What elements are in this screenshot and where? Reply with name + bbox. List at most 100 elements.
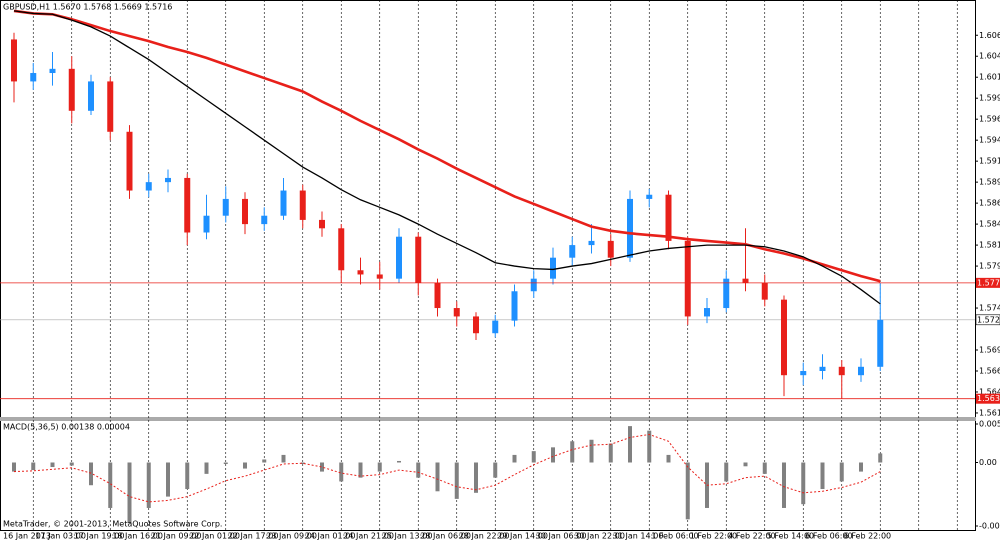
x-tick-label: 1 Feb 06:00 xyxy=(651,532,698,541)
last-price-box xyxy=(975,314,1000,326)
y-tick-label: 1.5665 xyxy=(979,366,1000,375)
candle-body xyxy=(627,198,633,258)
candle-body xyxy=(261,215,268,225)
y-tick-label: 0.00508 xyxy=(979,420,1000,429)
candle-body xyxy=(800,370,807,376)
y-tick-label: 1.5865 xyxy=(979,199,1000,208)
y-tick-label: 1.5815 xyxy=(979,241,1000,250)
y-tick-label: 1.6015 xyxy=(979,73,1000,82)
candle-body xyxy=(838,366,845,376)
candle-body xyxy=(222,198,229,216)
macd-bar xyxy=(782,462,786,508)
candle-body xyxy=(704,308,710,317)
x-tick-label: 30 Jan 06:00 xyxy=(536,532,587,541)
candle-body xyxy=(415,236,422,283)
candle-body xyxy=(11,39,17,82)
candle-body xyxy=(569,245,576,258)
macd-bar xyxy=(666,454,671,463)
y-tick-label: 1.5840 xyxy=(979,220,1000,229)
candle-body xyxy=(203,215,210,233)
candle-body xyxy=(473,316,479,334)
y-tick-label: -0.00838 xyxy=(979,522,1000,531)
macd-bar xyxy=(204,462,209,474)
y-tick-label: 1.5615 xyxy=(979,408,1000,417)
last-price-label: 1.5726 xyxy=(977,315,1000,324)
candle-body xyxy=(530,278,537,292)
macd-bar xyxy=(628,426,632,463)
price-title: GBPUSD,H1 1.5670 1.5768 1.5669 1.5716 xyxy=(3,3,172,12)
x-tick-label: 18 Jan 16:00 xyxy=(112,532,163,541)
x-tick-label: 25 Jan 13:00 xyxy=(382,532,433,541)
x-tick-label: 30 Jan 22:00 xyxy=(574,532,625,541)
x-tick-label: 29 Jan 14:00 xyxy=(497,532,548,541)
macd-bar xyxy=(647,430,652,463)
candle-body xyxy=(319,219,325,229)
x-tick-label: 17 Jan 03:00 xyxy=(35,532,86,541)
macd-bar xyxy=(377,462,382,472)
candle-body xyxy=(723,278,730,309)
x-tick-label: 5 Feb 14:00 xyxy=(767,532,814,541)
macd-bar xyxy=(474,462,478,493)
x-tick-label: 23 Jan 09:00 xyxy=(266,532,317,541)
plot-frame xyxy=(0,0,976,531)
x-tick-label: 22 Jan 01:00 xyxy=(189,532,240,541)
x-tick-label: 6 Feb 22:00 xyxy=(844,532,891,541)
candle-body xyxy=(145,182,152,191)
y-tick-label: 1.5690 xyxy=(979,346,1000,355)
x-tick-label: 6 Feb 06:00 xyxy=(805,532,852,541)
candle-body xyxy=(453,308,460,317)
macd-bar xyxy=(724,462,729,482)
candle-body xyxy=(299,190,306,220)
macd-bar xyxy=(551,447,555,463)
macd-bar xyxy=(166,462,170,497)
macd-bar xyxy=(416,462,421,478)
moving-average xyxy=(13,10,881,305)
x-tick-label: 22 Jan 17:00 xyxy=(228,532,279,541)
x-tick-label: 24 Jan 21:00 xyxy=(343,532,394,541)
macd-bar xyxy=(243,462,247,469)
macd-bar xyxy=(608,443,613,463)
candle-body xyxy=(877,319,884,367)
candle-body xyxy=(107,81,114,132)
macd-bar xyxy=(127,462,132,524)
candle-body xyxy=(665,194,672,241)
macd-bar xyxy=(743,462,748,467)
candle-body xyxy=(511,291,518,321)
credit: MetaTrader, © 2001-2013, MetaQuotes Soft… xyxy=(3,520,222,529)
candle-body xyxy=(49,68,56,74)
candle-body xyxy=(588,240,595,246)
macd-bar xyxy=(108,462,113,508)
x-tick-label: 17 Jan 19:00 xyxy=(74,532,125,541)
macd-bar xyxy=(185,462,190,490)
candle-body xyxy=(88,81,94,111)
candle-body xyxy=(165,177,171,183)
candle-body xyxy=(184,177,191,233)
macd-bar xyxy=(223,462,228,465)
macd-bar xyxy=(685,462,690,520)
candle-body xyxy=(126,131,133,191)
y-tick-label: 1.5990 xyxy=(979,94,1000,103)
macd-bar xyxy=(12,462,16,472)
macd-bar xyxy=(820,462,825,490)
candle-body xyxy=(30,73,37,82)
candle-body xyxy=(242,198,248,225)
x-tick-label: 31 Jan 14:00 xyxy=(613,532,664,541)
macd-bar xyxy=(339,462,344,482)
y-tick-label: 1.6040 xyxy=(979,52,1000,61)
macd-bar xyxy=(589,439,594,463)
macd-bar xyxy=(762,462,767,474)
level-label-box xyxy=(976,277,1000,288)
macd-bar xyxy=(878,453,883,463)
x-tick-label: 28 Jan 22:00 xyxy=(459,532,510,541)
y-tick-label: 1.5890 xyxy=(979,178,1000,187)
x-tick-label: 16 Jan 2013 xyxy=(3,532,51,541)
macd-bar xyxy=(801,462,806,505)
macd-bar xyxy=(839,462,844,482)
y-tick-label: 1.5790 xyxy=(979,262,1000,271)
x-tick-label: 21 Jan 09:00 xyxy=(151,532,202,541)
macd-bar xyxy=(89,462,93,486)
macd-bar xyxy=(69,462,74,466)
macd-bar xyxy=(435,462,440,492)
